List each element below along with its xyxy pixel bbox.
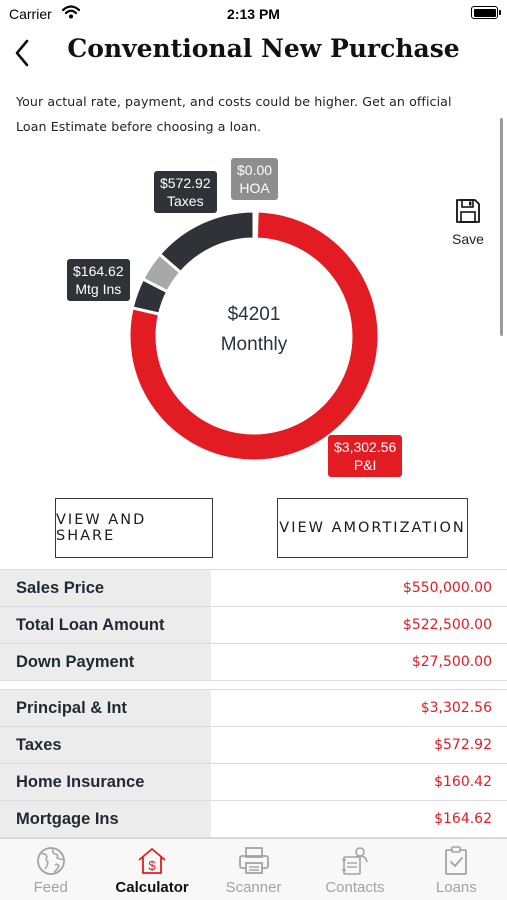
chip-mtg-ins-value: $164.62 (73, 263, 124, 279)
tab-loans[interactable]: Loans (406, 839, 507, 900)
row-value: $3,302.56 (420, 700, 492, 716)
svg-text:$: $ (148, 858, 156, 873)
table-row: Total Loan Amount $522,500.00 (0, 607, 507, 644)
tab-label: Loans (435, 879, 477, 896)
tab-calculator[interactable]: $ Calculator (101, 839, 202, 900)
chip-mtg-ins: $164.62 Mtg Ins (67, 259, 130, 301)
checklist-icon (445, 846, 468, 875)
table-row: Taxes $572.92 (0, 727, 507, 764)
floppy-disk-icon (456, 199, 480, 223)
row-value: $27,500.00 (411, 654, 492, 670)
clock: 2:13 PM (227, 6, 280, 22)
scroll-indicator[interactable] (500, 118, 503, 336)
row-value: $522,500.00 (402, 617, 492, 633)
chip-pi-label: P&I (353, 457, 377, 473)
loan-summary-table: Sales Price $550,000.00 Total Loan Amoun… (0, 569, 507, 681)
row-label: Total Loan Amount (0, 607, 211, 643)
tab-contacts[interactable]: Contacts (304, 839, 405, 900)
chevron-left-icon (15, 39, 29, 67)
chip-pi: $3,302.56 P&I (328, 435, 403, 477)
save-button[interactable]: Save (447, 198, 489, 250)
row-label: Down Payment (0, 644, 211, 680)
row-value: $164.62 (434, 811, 492, 827)
tab-label: Calculator (115, 879, 189, 896)
center-label: Monthly (221, 334, 288, 355)
row-value: $572.92 (434, 737, 492, 753)
table-row: Mortgage Ins $164.62 (0, 801, 507, 838)
view-and-share-button[interactable]: VIEW AND SHARE (55, 498, 213, 558)
row-label: Mortgage Ins (0, 801, 211, 837)
tab-feed[interactable]: Feed (0, 839, 101, 900)
page-title: Conventional New Purchase (67, 34, 460, 63)
table-row: Principal & Int $3,302.56 (0, 690, 507, 727)
center-value: $4201 (228, 304, 281, 325)
table-row: Down Payment $27,500.00 (0, 644, 507, 681)
globe-icon (36, 847, 65, 875)
donut-slice-taxes (157, 209, 256, 275)
row-label: Home Insurance (0, 764, 211, 800)
battery-icon (471, 6, 501, 19)
row-label: Sales Price (0, 570, 211, 606)
chip-hoa-label: HOA (239, 180, 270, 196)
chip-hoa-value: $0.00 (237, 162, 273, 178)
monthly-payment-table: Principal & Int $3,302.56 Taxes $572.92 … (0, 689, 507, 838)
tab-scanner[interactable]: Scanner (203, 839, 304, 900)
row-label: Taxes (0, 727, 211, 763)
status-bar: Carrier 2:13 PM (0, 0, 507, 28)
back-button[interactable] (8, 36, 36, 70)
row-label: Principal & Int (0, 690, 211, 726)
table-row: Home Insurance $160.42 (0, 764, 507, 801)
row-value: $160.42 (434, 774, 492, 790)
chip-pi-value: $3,302.56 (334, 439, 397, 455)
donut-slice-p-i (127, 209, 381, 463)
disclaimer-text: Your actual rate, payment, and costs cou… (16, 94, 452, 134)
chip-hoa: $0.00 HOA (231, 158, 279, 200)
tab-label: Feed (33, 879, 68, 896)
view-amortization-button[interactable]: VIEW AMORTIZATION (277, 498, 468, 558)
printer-icon (238, 847, 269, 874)
table-row: Sales Price $550,000.00 (0, 570, 507, 607)
chip-taxes: $572.92 Taxes (154, 171, 217, 213)
wifi-icon (61, 5, 81, 22)
tab-label: Contacts (325, 879, 385, 896)
donut-chart: $4201 Monthly (127, 209, 381, 463)
house-dollar-icon: $ (138, 848, 166, 874)
row-value: $550,000.00 (402, 580, 492, 596)
save-label: Save (452, 231, 484, 247)
donut-slice-hoa (252, 209, 259, 241)
tab-bar: Feed $ Calculator Scanner (0, 838, 507, 900)
carrier-label: Carrier (9, 6, 52, 22)
navigation-bar: Conventional New Purchase (0, 28, 507, 76)
chip-taxes-label: Taxes (167, 193, 204, 209)
tab-label: Scanner (225, 879, 282, 896)
chip-mtg-ins-label: Mtg Ins (75, 281, 122, 297)
contact-card-icon (341, 847, 368, 875)
payment-breakdown-chart: $4201 Monthly $572.92 Taxes $0.00 HOA $1… (0, 150, 507, 490)
chip-taxes-value: $572.92 (160, 175, 211, 191)
